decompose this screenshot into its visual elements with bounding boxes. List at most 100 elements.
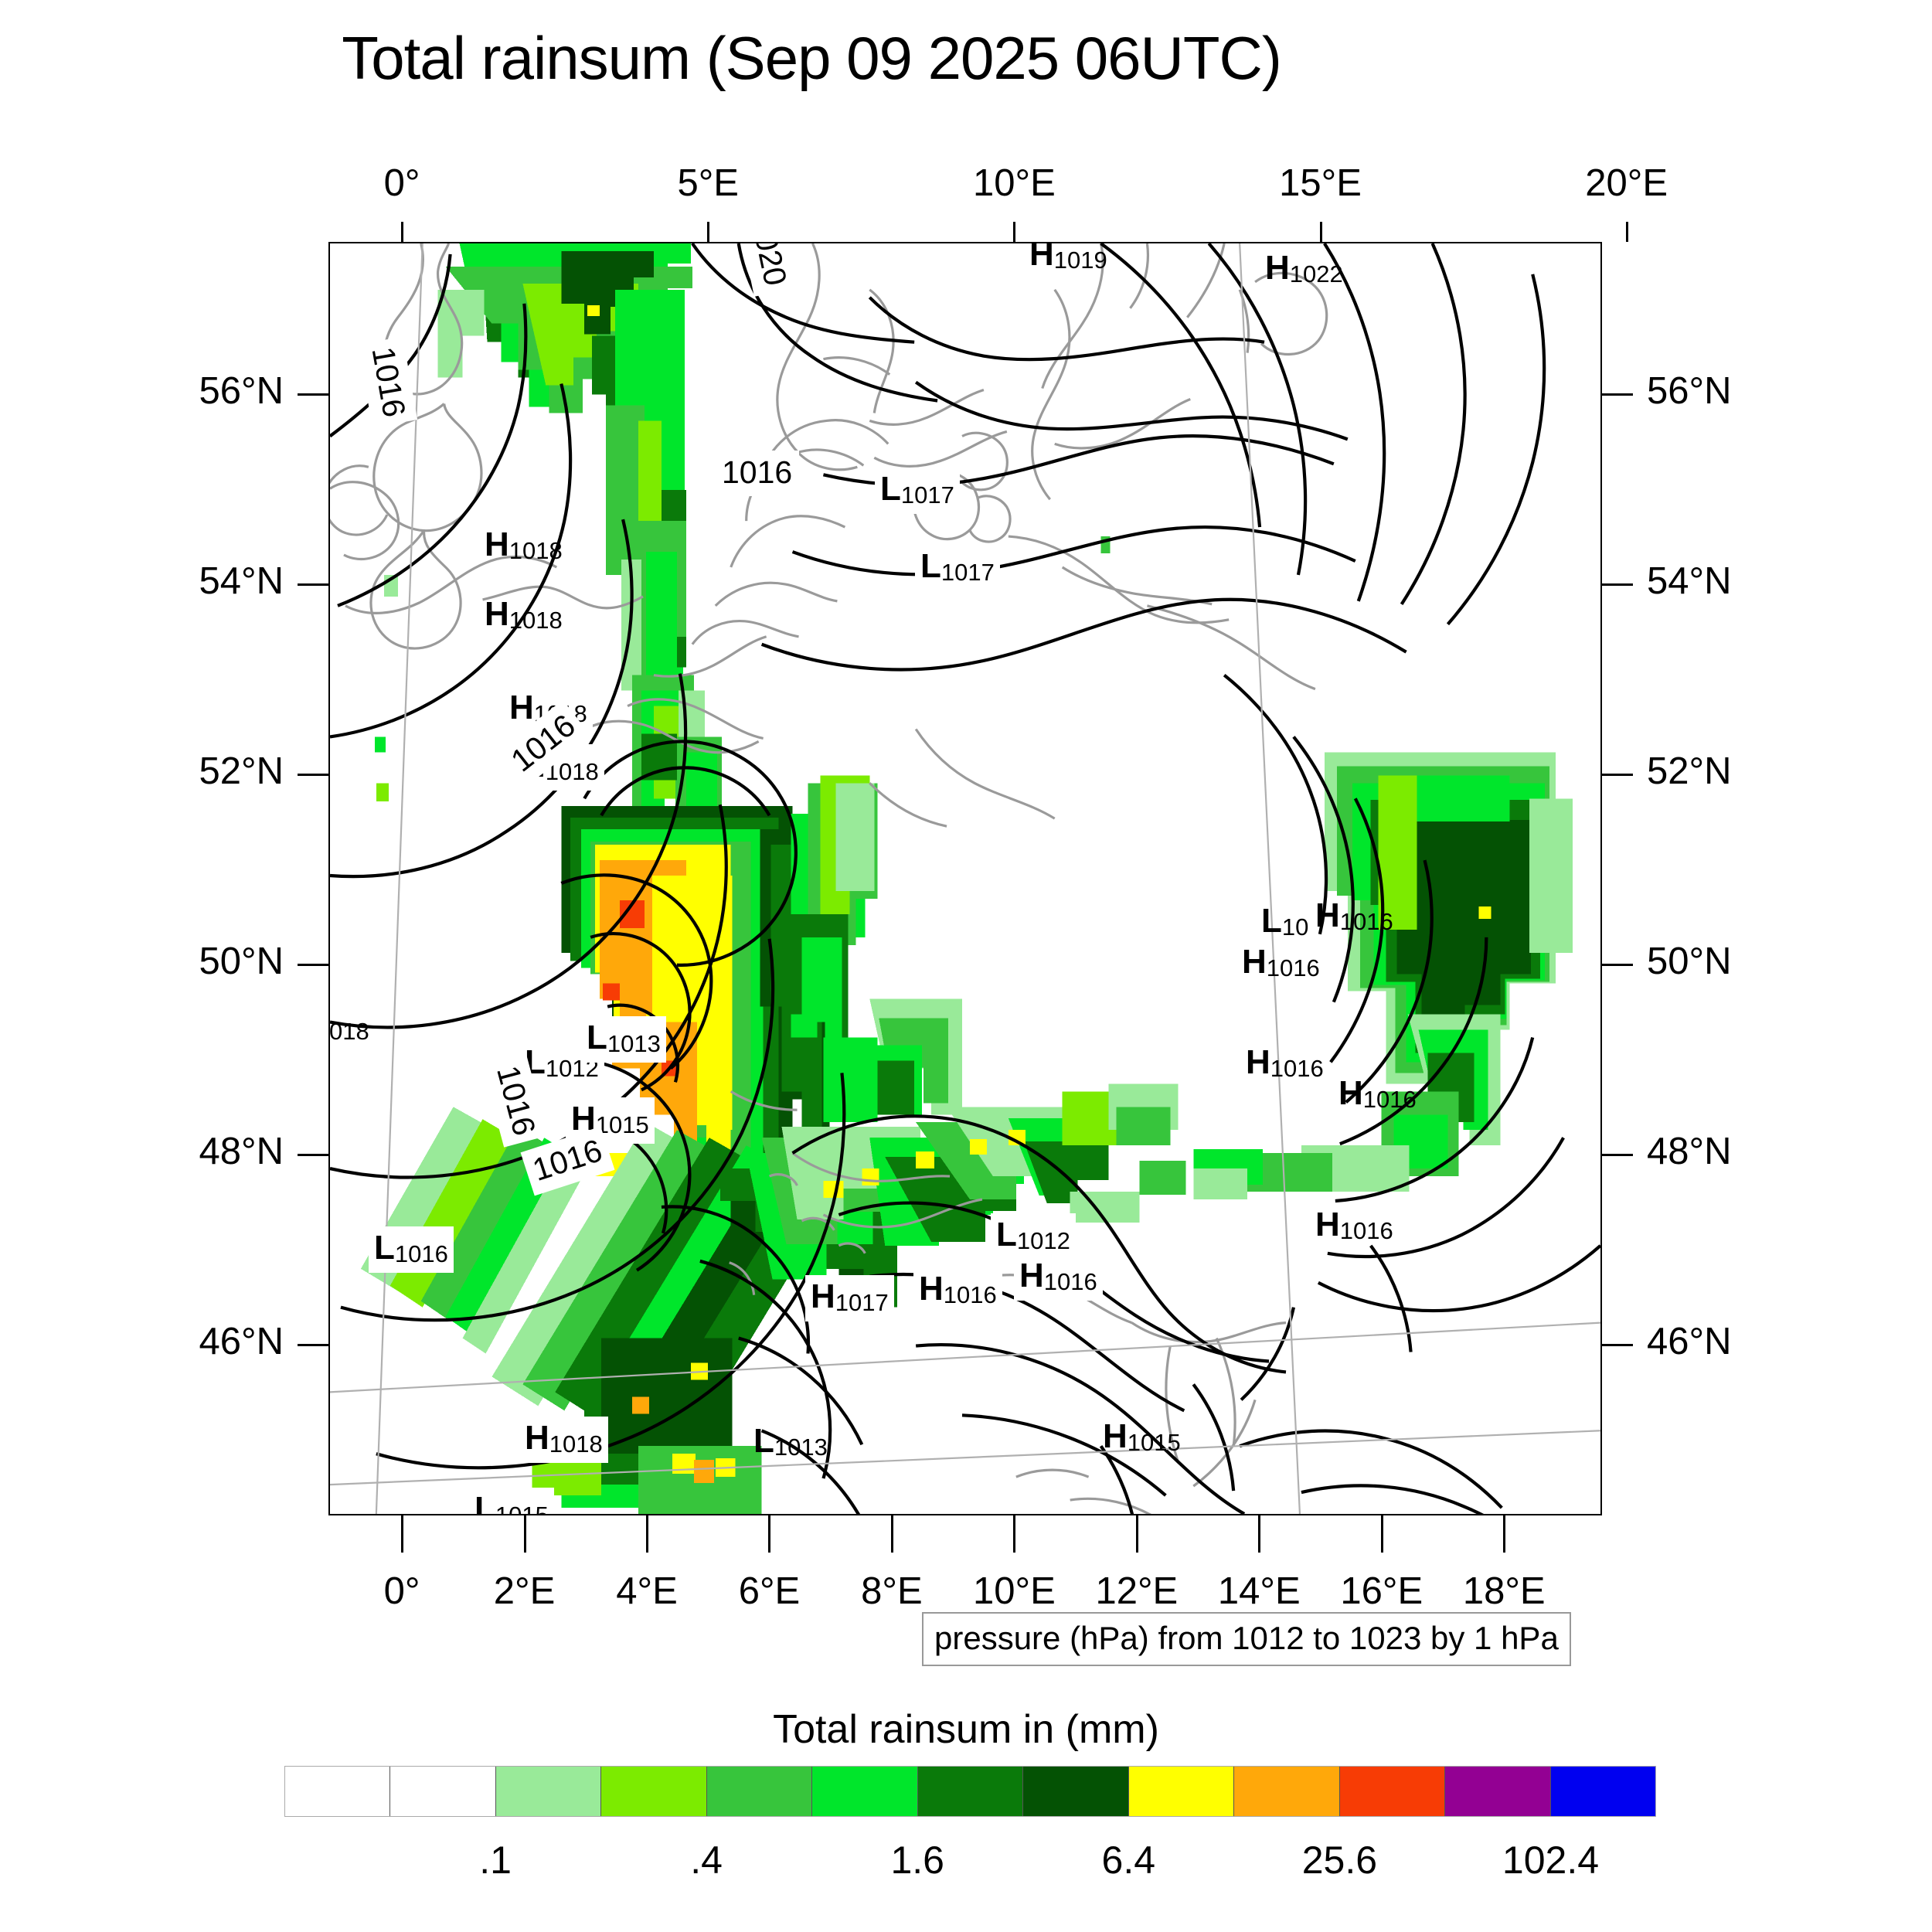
pressure-label-h-1016-f: H1016 [913, 1267, 1002, 1315]
axis-tick [1625, 222, 1628, 242]
colorbar-tick-3: 6.4 [1101, 1838, 1156, 1882]
pressure-label-h-1016-d: H1016 [1338, 1074, 1417, 1112]
axis-tick [1258, 1515, 1261, 1553]
colorbar[interactable] [284, 1766, 1656, 1817]
bottom-axis-label-9: 18°E [1462, 1570, 1546, 1612]
pressure-marker-value: 1019 [1053, 247, 1107, 274]
map-graphics [330, 243, 1600, 1514]
pressure-marker-type: H [919, 1270, 944, 1308]
axis-tick [298, 1343, 328, 1346]
colorbar-tick-2: 1.6 [890, 1838, 944, 1882]
pressure-label-h-1016-a: H1016 [1315, 899, 1393, 934]
pressure-label-h-1015-b: H1015 [1103, 1420, 1181, 1455]
axis-tick [1602, 583, 1633, 586]
top-axis-label-2: 10°E [972, 162, 1056, 204]
pressure-marker-type: H [1246, 1043, 1270, 1081]
left-axis-label-5: 46°N [199, 1320, 284, 1362]
pressure-marker-value: 1016 [1339, 908, 1393, 936]
page-title: Total rainsum (Sep 09 2025 06UTC) [342, 24, 1282, 92]
pressure-marker-value: 1013 [607, 1030, 661, 1058]
pressure-marker-value: 1012 [1016, 1227, 1070, 1255]
weather-map[interactable]: H1019 H1022 L1017 L1017 H1018 H1018 H 101… [328, 242, 1602, 1515]
right-axis-label-1: 54°N [1647, 560, 1732, 602]
pressure-label-h-1015-a: H1015 [566, 1097, 655, 1145]
pressure-marker-type: H [1315, 896, 1340, 934]
pressure-marker-value: 1016 [1339, 1217, 1393, 1245]
pressure-marker-value: 1017 [900, 481, 954, 509]
axis-tick [890, 1515, 893, 1553]
left-axis-label-3: 50°N [199, 940, 284, 982]
top-axis-label-4: 20°E [1585, 162, 1668, 204]
pressure-marker-type: H [1338, 1074, 1363, 1112]
pressure-label-l-1013-a: L1013 [581, 1016, 666, 1063]
colorbar-swatch-4[interactable] [706, 1767, 813, 1816]
colorbar-swatch-9[interactable] [1234, 1767, 1340, 1816]
colorbar-swatch-2[interactable] [495, 1767, 602, 1816]
bottom-axis-label-0: 0° [383, 1570, 420, 1612]
pressure-marker-type: L [1261, 902, 1282, 940]
right-axis-label-5: 46°N [1647, 1320, 1732, 1362]
pressure-label-l-10: L10 [1261, 902, 1309, 941]
axis-tick [1013, 222, 1016, 242]
pressure-marker-value: 1018 [509, 607, 563, 634]
pressure-marker-type: H [525, 1419, 549, 1457]
bottom-axis-label-3: 6°E [738, 1570, 801, 1612]
colorbar-swatch-8[interactable] [1128, 1767, 1235, 1816]
contour-label-1016-d: 1016 [715, 451, 800, 496]
right-axis-label-2: 52°N [1647, 750, 1732, 792]
pressure-label-h-1016-b: H1016 [1242, 945, 1320, 982]
pressure-marker-value: 1016 [943, 1281, 997, 1309]
colorbar-swatch-1[interactable] [390, 1767, 496, 1816]
pressure-marker-value: 1018 [549, 1430, 603, 1458]
colorbar-swatch-12[interactable] [1550, 1767, 1656, 1816]
pressure-marker-value: 10 [1281, 913, 1309, 941]
pressure-label-h-1016-c: H1016 [1246, 1043, 1324, 1081]
colorbar-swatch-11[interactable] [1445, 1767, 1551, 1816]
colorbar-swatch-7[interactable] [1023, 1767, 1129, 1816]
pressure-marker-type: L [474, 1490, 495, 1515]
pressure-label-l-1015: L1015 [469, 1488, 554, 1515]
bottom-axis-label-4: 8°E [861, 1570, 923, 1612]
graticule [330, 243, 1600, 1514]
bottom-axis-label-1: 2°E [493, 1570, 556, 1612]
axis-tick [401, 1515, 404, 1553]
pressure-marker-value: 1017 [835, 1289, 889, 1317]
colorbar-tick-4: 25.6 [1301, 1838, 1378, 1882]
right-axis-label-3: 50°N [1647, 940, 1732, 982]
pressure-label-h-1016-e: H1016 [1315, 1208, 1393, 1243]
pressure-label-l-1016: L1016 [369, 1226, 454, 1274]
bottom-axis-label-6: 12°E [1095, 1570, 1179, 1612]
pressure-marker-type: L [996, 1216, 1017, 1253]
map-canvas: H1019 H1022 L1017 L1017 H1018 H1018 H 101… [330, 243, 1600, 1514]
pressure-marker-type: L [753, 1422, 774, 1460]
precip-field [360, 243, 1573, 1514]
axis-tick [298, 773, 328, 776]
pressure-marker-type: L [374, 1229, 395, 1267]
colorbar-swatch-5[interactable] [812, 1767, 918, 1816]
right-axis-label-4: 48°N [1647, 1130, 1732, 1172]
pressure-label-h-1019: H1019 [1029, 243, 1107, 274]
left-axis-label-4: 48°N [199, 1130, 284, 1172]
left-axis-label-1: 54°N [199, 560, 284, 602]
pressure-marker-value: 1015 [495, 1502, 549, 1515]
colorbar-tick-1: .4 [690, 1838, 723, 1882]
axis-tick [1135, 1515, 1138, 1553]
axis-tick [1013, 1515, 1016, 1553]
pressure-marker-type: L [920, 547, 941, 585]
axis-tick [1602, 963, 1633, 966]
colorbar-title: Total rainsum in (mm) [773, 1707, 1159, 1752]
axis-tick [298, 1153, 328, 1156]
colorbar-swatch-0[interactable] [285, 1767, 391, 1816]
pressure-marker-type: L [587, 1019, 607, 1056]
pressure-marker-value: 1015 [595, 1111, 649, 1139]
bottom-axis-label-8: 16°E [1340, 1570, 1423, 1612]
colorbar-swatch-6[interactable] [917, 1767, 1024, 1816]
bottom-axis-label-7: 14°E [1217, 1570, 1301, 1612]
colorbar-swatch-10[interactable] [1339, 1767, 1446, 1816]
pressure-marker-value: 1016 [1266, 954, 1320, 982]
left-axis-label-2: 52°N [199, 750, 284, 792]
colorbar-swatch-3[interactable] [601, 1767, 707, 1816]
pressure-marker-type: H [485, 595, 509, 633]
pressure-label-h-1016-g: H1016 [1014, 1254, 1103, 1301]
axis-tick [298, 393, 328, 396]
